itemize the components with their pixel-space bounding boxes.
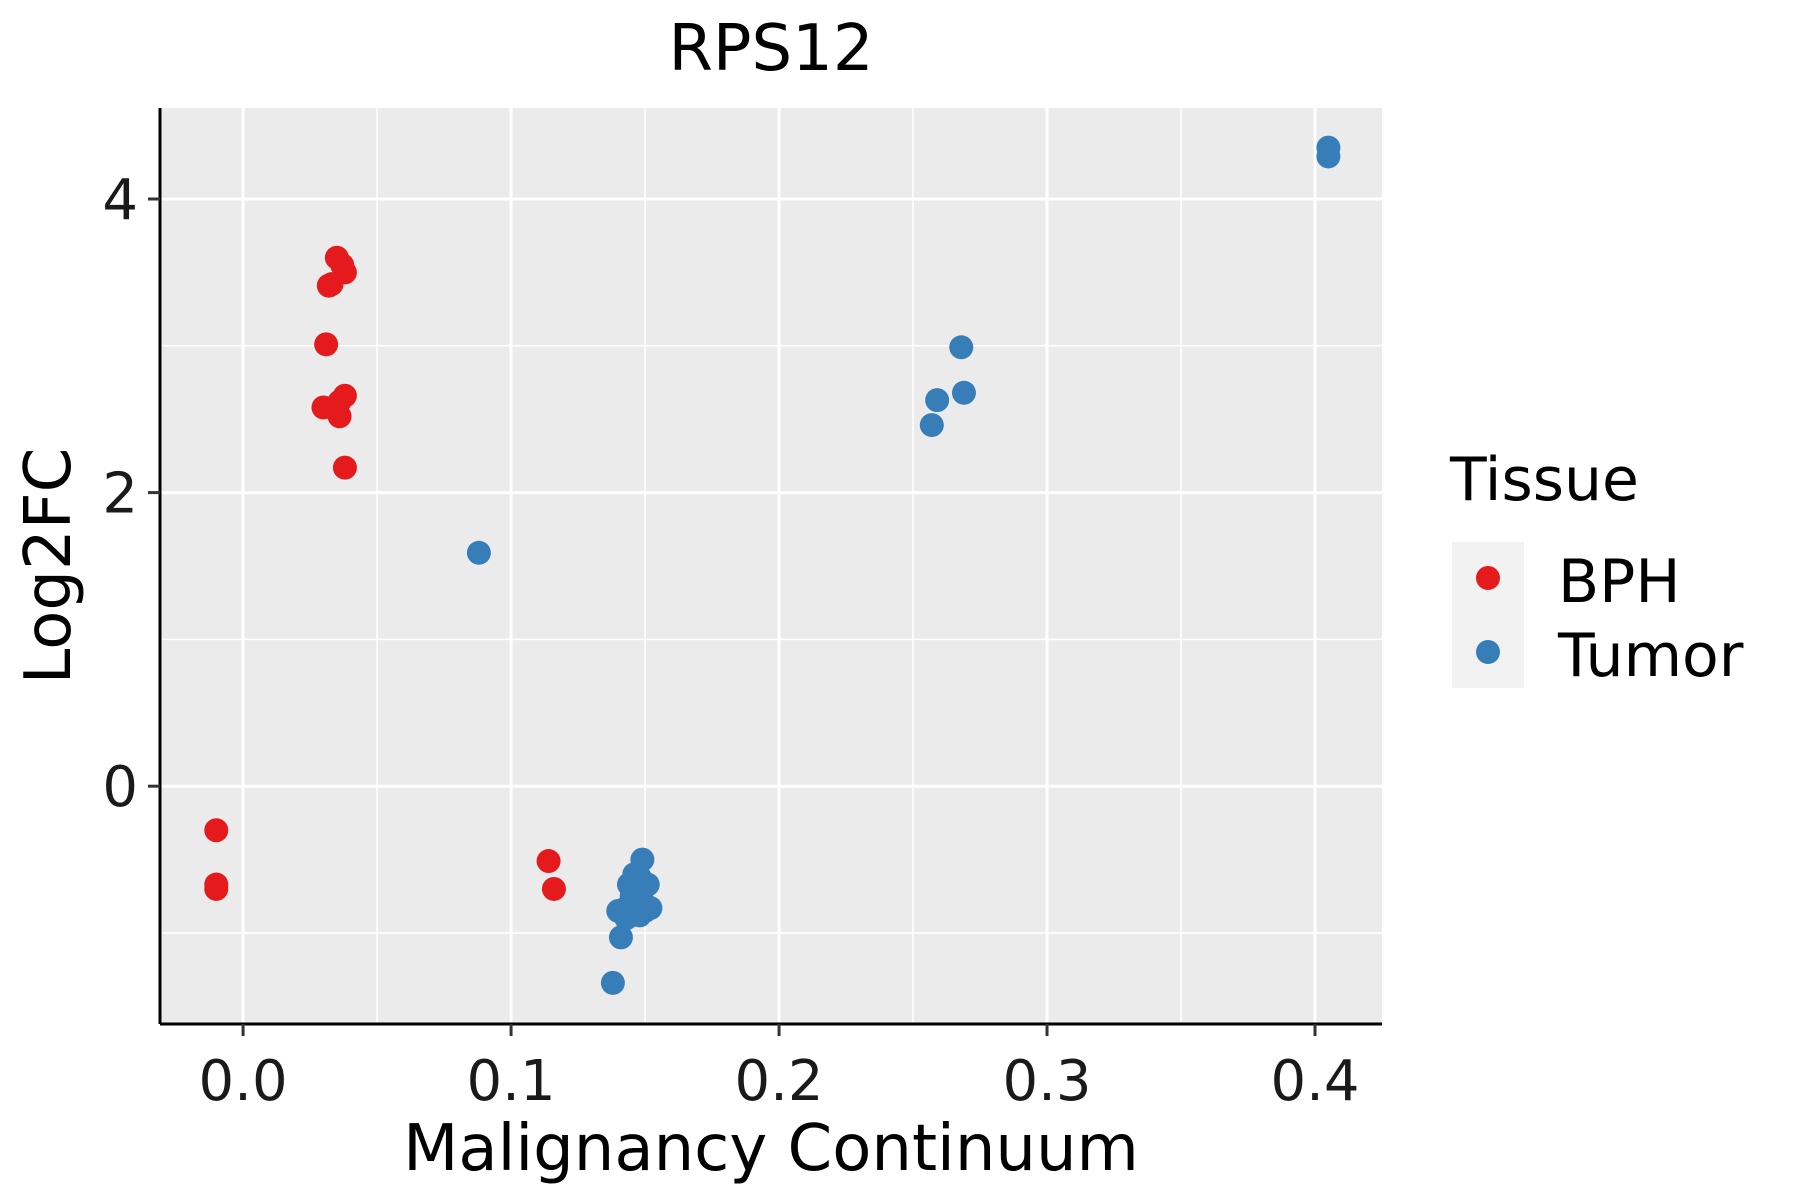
panel-background (160, 108, 1382, 1024)
legend-label-tumor: Tumor (1557, 621, 1744, 691)
point-tumor (627, 903, 652, 928)
point-tumor (1316, 144, 1341, 169)
point-bph (204, 876, 229, 901)
y-axis-ticks: 0 2 4 (102, 168, 160, 820)
point-bph (314, 332, 339, 357)
point-bph (204, 818, 229, 843)
x-tick-label: 0.0 (199, 1049, 288, 1114)
x-tick-label: 0.3 (1002, 1049, 1091, 1114)
point-tumor (919, 413, 944, 438)
chart-title: RPS12 (668, 12, 873, 86)
legend-key-tumor (1476, 640, 1500, 664)
point-tumor (949, 335, 974, 360)
y-tick-label: 2 (102, 462, 138, 527)
point-bph (536, 849, 561, 874)
x-tick-label: 0.2 (735, 1049, 824, 1114)
legend-label-bph: BPH (1558, 547, 1680, 617)
point-bph (541, 876, 566, 901)
point-tumor (951, 380, 976, 405)
point-tumor (608, 925, 633, 950)
point-bph (327, 404, 352, 429)
legend-key-background (1452, 542, 1524, 688)
legend-title: Tissue (1449, 445, 1639, 515)
data-points (204, 135, 1341, 995)
y-tick-label: 0 (102, 755, 138, 820)
point-tumor (925, 388, 950, 413)
point-bph (332, 455, 357, 480)
minor-gridlines (160, 108, 1382, 1024)
y-axis-title: Log2FC (12, 448, 86, 685)
x-axis-ticks: 0.0 0.1 0.2 0.3 0.4 (199, 1024, 1360, 1114)
legend: Tissue BPH Tumor (1449, 445, 1744, 691)
legend-key-bph (1476, 566, 1500, 590)
point-bph (319, 272, 344, 297)
point-tumor (600, 970, 625, 995)
y-tick-label: 4 (102, 168, 138, 233)
point-tumor (466, 540, 491, 565)
x-tick-label: 0.1 (467, 1049, 556, 1114)
major-gridlines (160, 108, 1382, 1024)
x-tick-label: 0.4 (1270, 1049, 1359, 1114)
x-axis-title: Malignancy Continuum (403, 1112, 1139, 1186)
